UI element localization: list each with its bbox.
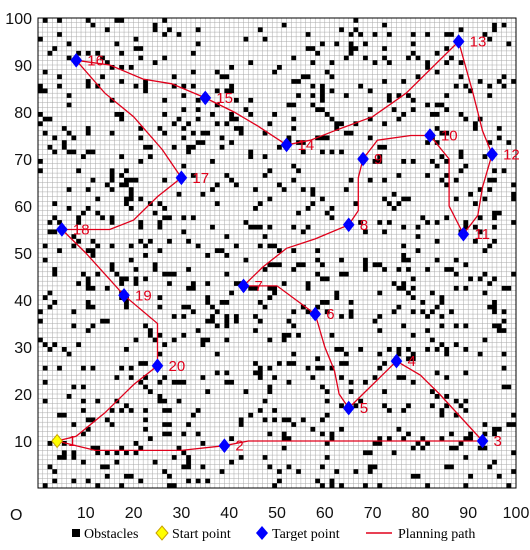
- y-tick-label: 100: [5, 11, 32, 28]
- x-tick-label: 100: [503, 505, 530, 522]
- x-tick-label: 80: [412, 505, 430, 522]
- target-point-17-marker: [175, 170, 188, 186]
- target-point-3-label: 3: [494, 433, 502, 450]
- legend-start-text: Start point: [172, 527, 231, 542]
- target-point-20-label: 20: [169, 358, 186, 375]
- target-point-7-label: 7: [255, 278, 263, 295]
- target-point-2-label: 2: [235, 438, 243, 455]
- target-point-11-label: 11: [474, 226, 490, 243]
- target-point-13-label: 13: [470, 34, 487, 51]
- axis-ticks: 10 20 30 40 50 60 70 80 90 100 10 20 30 40 50 60 70 80 90 1…: [5, 11, 529, 522]
- y-tick-label: 80: [14, 105, 32, 122]
- target-point-10-label: 10: [441, 128, 458, 145]
- legend-obstacles-text: Obstacles: [84, 527, 138, 542]
- y-tick-label: 90: [14, 58, 32, 75]
- legend-start-swatch: [155, 525, 169, 541]
- target-point-6-label: 6: [326, 306, 334, 323]
- legend-target-swatch: [256, 526, 268, 540]
- target-point-16-label: 16: [87, 52, 104, 69]
- plot-frame: [37, 17, 517, 489]
- target-point-19-label: 19: [135, 287, 152, 304]
- target-point-14-label: 14: [298, 137, 315, 154]
- y-tick-label: 50: [14, 246, 32, 263]
- target-point-6-marker: [309, 306, 322, 322]
- planning-path: [56, 40, 493, 452]
- target-point-18-label: 18: [73, 222, 90, 239]
- target-point-4-marker: [390, 353, 403, 369]
- target-point-10-marker: [424, 128, 436, 143]
- target-point-15-marker: [199, 90, 212, 106]
- x-tick-label: 20: [125, 505, 143, 522]
- x-tick-label: 50: [268, 505, 286, 522]
- target-point-3-marker: [476, 433, 489, 449]
- legend-target-text: Target point: [272, 527, 340, 542]
- target-point-9-label: 9: [374, 151, 382, 168]
- target-point-8-marker: [342, 217, 355, 233]
- target-point-9-marker: [357, 151, 369, 167]
- target-point-5-label: 5: [360, 400, 368, 417]
- markers-layer: [51, 34, 498, 454]
- target-point-19-marker: [118, 287, 130, 303]
- x-tick-label: 10: [77, 505, 95, 522]
- y-tick-label: 40: [14, 293, 32, 310]
- target-point-2-marker: [218, 438, 231, 454]
- y-tick-label: 60: [14, 199, 32, 216]
- x-tick-label: 40: [220, 505, 238, 522]
- target-point-7-marker: [237, 278, 250, 294]
- target-point-14-marker: [280, 137, 293, 153]
- legend-obstacle-swatch: [72, 529, 80, 537]
- target-point-17-label: 17: [192, 170, 209, 187]
- target-point-15-label: 15: [216, 90, 233, 107]
- y-tick-label: 20: [14, 387, 32, 404]
- obstacles-layer: [38, 18, 516, 488]
- origin-label: O: [10, 507, 22, 524]
- x-tick-label: 70: [364, 505, 382, 522]
- target-point-12-marker: [486, 146, 498, 162]
- target-point-11-marker: [457, 226, 470, 242]
- start-point-marker: [51, 433, 63, 449]
- start-point-label: 1: [68, 433, 76, 450]
- target-point-18-marker: [56, 222, 68, 237]
- y-tick-label: 70: [14, 152, 32, 169]
- y-tick-label: 10: [14, 434, 32, 451]
- legend: Obstacles Start point Target point Plann…: [72, 525, 475, 542]
- target-point-8-label: 8: [360, 217, 368, 234]
- legend-path-text: Planning path: [398, 527, 475, 542]
- x-tick-label: 30: [173, 505, 191, 522]
- target-point-5-marker: [342, 400, 355, 416]
- x-tick-label: 60: [316, 505, 334, 522]
- x-tick-label: 90: [459, 505, 477, 522]
- target-point-20-marker: [151, 358, 164, 374]
- target-point-12-label: 12: [503, 146, 520, 163]
- target-point-4-label: 4: [408, 353, 416, 370]
- target-point-16-marker: [70, 52, 83, 68]
- target-point-13-marker: [452, 34, 465, 49]
- y-tick-label: 30: [14, 340, 32, 357]
